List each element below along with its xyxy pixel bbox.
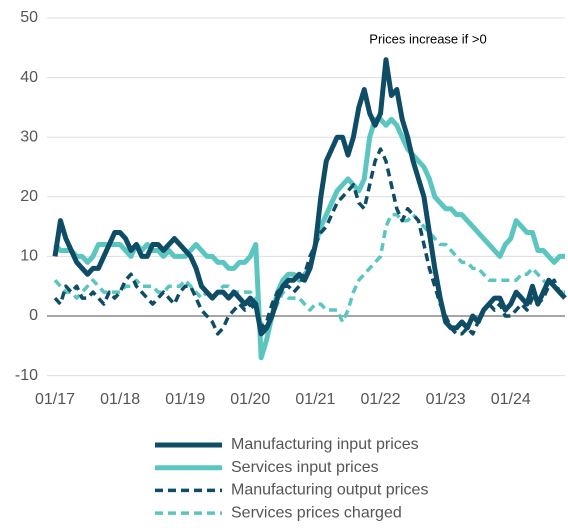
legend-label: Services prices charged <box>231 504 402 521</box>
series-line <box>52 57 567 337</box>
y-tick-label: -10 <box>15 367 38 384</box>
y-tick-label: 0 <box>29 307 38 324</box>
x-tick-label: 01/24 <box>491 391 531 408</box>
y-tick-label: 40 <box>20 69 38 86</box>
series-line <box>53 212 565 336</box>
y-tick-label: 50 <box>20 9 38 26</box>
legend-label: Manufacturing output prices <box>231 482 428 499</box>
x-tick-label: 01/20 <box>230 391 270 408</box>
y-tick-label: 10 <box>20 248 38 265</box>
series-line <box>53 116 565 361</box>
x-tick-label: 01/18 <box>100 391 140 408</box>
x-tick-label: 01/17 <box>35 391 75 408</box>
y-tick-label: 20 <box>20 188 38 205</box>
y-tick-label: 30 <box>20 128 38 145</box>
annotation: Prices increase if >0 <box>369 31 486 46</box>
x-tick-label: 01/23 <box>426 391 466 408</box>
series-line <box>53 147 565 336</box>
legend-label: Manufacturing input prices <box>231 436 419 453</box>
x-tick-label: 01/22 <box>361 391 401 408</box>
x-tick-label: 01/19 <box>165 391 205 408</box>
legend-label: Services input prices <box>231 459 379 476</box>
x-tick-label: 01/21 <box>295 391 335 408</box>
